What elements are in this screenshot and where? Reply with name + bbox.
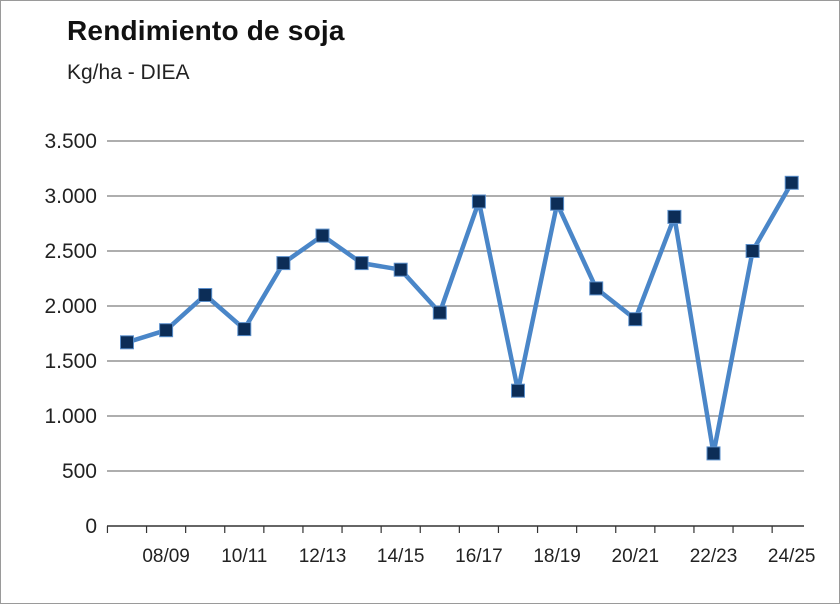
- data-point: [198, 288, 213, 302]
- y-tick-label: 1.500: [44, 350, 97, 373]
- data-point: [745, 244, 760, 258]
- data-point: [432, 305, 447, 320]
- data-point: [550, 196, 565, 211]
- data-point: [784, 175, 799, 190]
- data-point: [120, 335, 134, 350]
- y-tick-label: 3.500: [44, 130, 97, 153]
- data-point: [237, 322, 252, 337]
- y-tick-label: 1.000: [44, 405, 97, 428]
- data-point: [393, 262, 408, 277]
- chart-subtitle: Kg/ha - DIEA: [67, 61, 190, 84]
- x-tick-label: 20/21: [612, 546, 660, 567]
- data-point: [471, 194, 486, 209]
- y-tick-label: 3.000: [44, 185, 97, 208]
- data-point: [276, 256, 291, 271]
- y-tick-label: 2.500: [44, 240, 97, 263]
- data-point: [511, 383, 525, 398]
- x-tick-label: 08/09: [142, 546, 190, 567]
- data-point: [628, 312, 643, 327]
- x-tick-label: 16/17: [455, 546, 503, 567]
- x-tick-label: 18/19: [533, 546, 581, 567]
- x-tick-label: 12/13: [299, 546, 347, 567]
- y-tick-label: 500: [62, 460, 97, 483]
- data-point: [159, 323, 174, 338]
- data-point: [589, 281, 604, 296]
- data-point: [354, 256, 369, 271]
- x-tick-label: 22/23: [690, 546, 738, 567]
- y-tick-label: 0: [85, 515, 97, 538]
- y-tick-label: 2.000: [44, 295, 97, 318]
- x-tick-label: 10/11: [221, 546, 267, 567]
- chart-title: Rendimiento de soja: [67, 15, 345, 46]
- series-line: [124, 180, 794, 456]
- data-point: [706, 446, 721, 461]
- data-point: [667, 209, 682, 224]
- x-tick-label: 14/15: [377, 546, 425, 567]
- data-point: [315, 228, 330, 243]
- x-tick-label: 24/25: [768, 546, 816, 567]
